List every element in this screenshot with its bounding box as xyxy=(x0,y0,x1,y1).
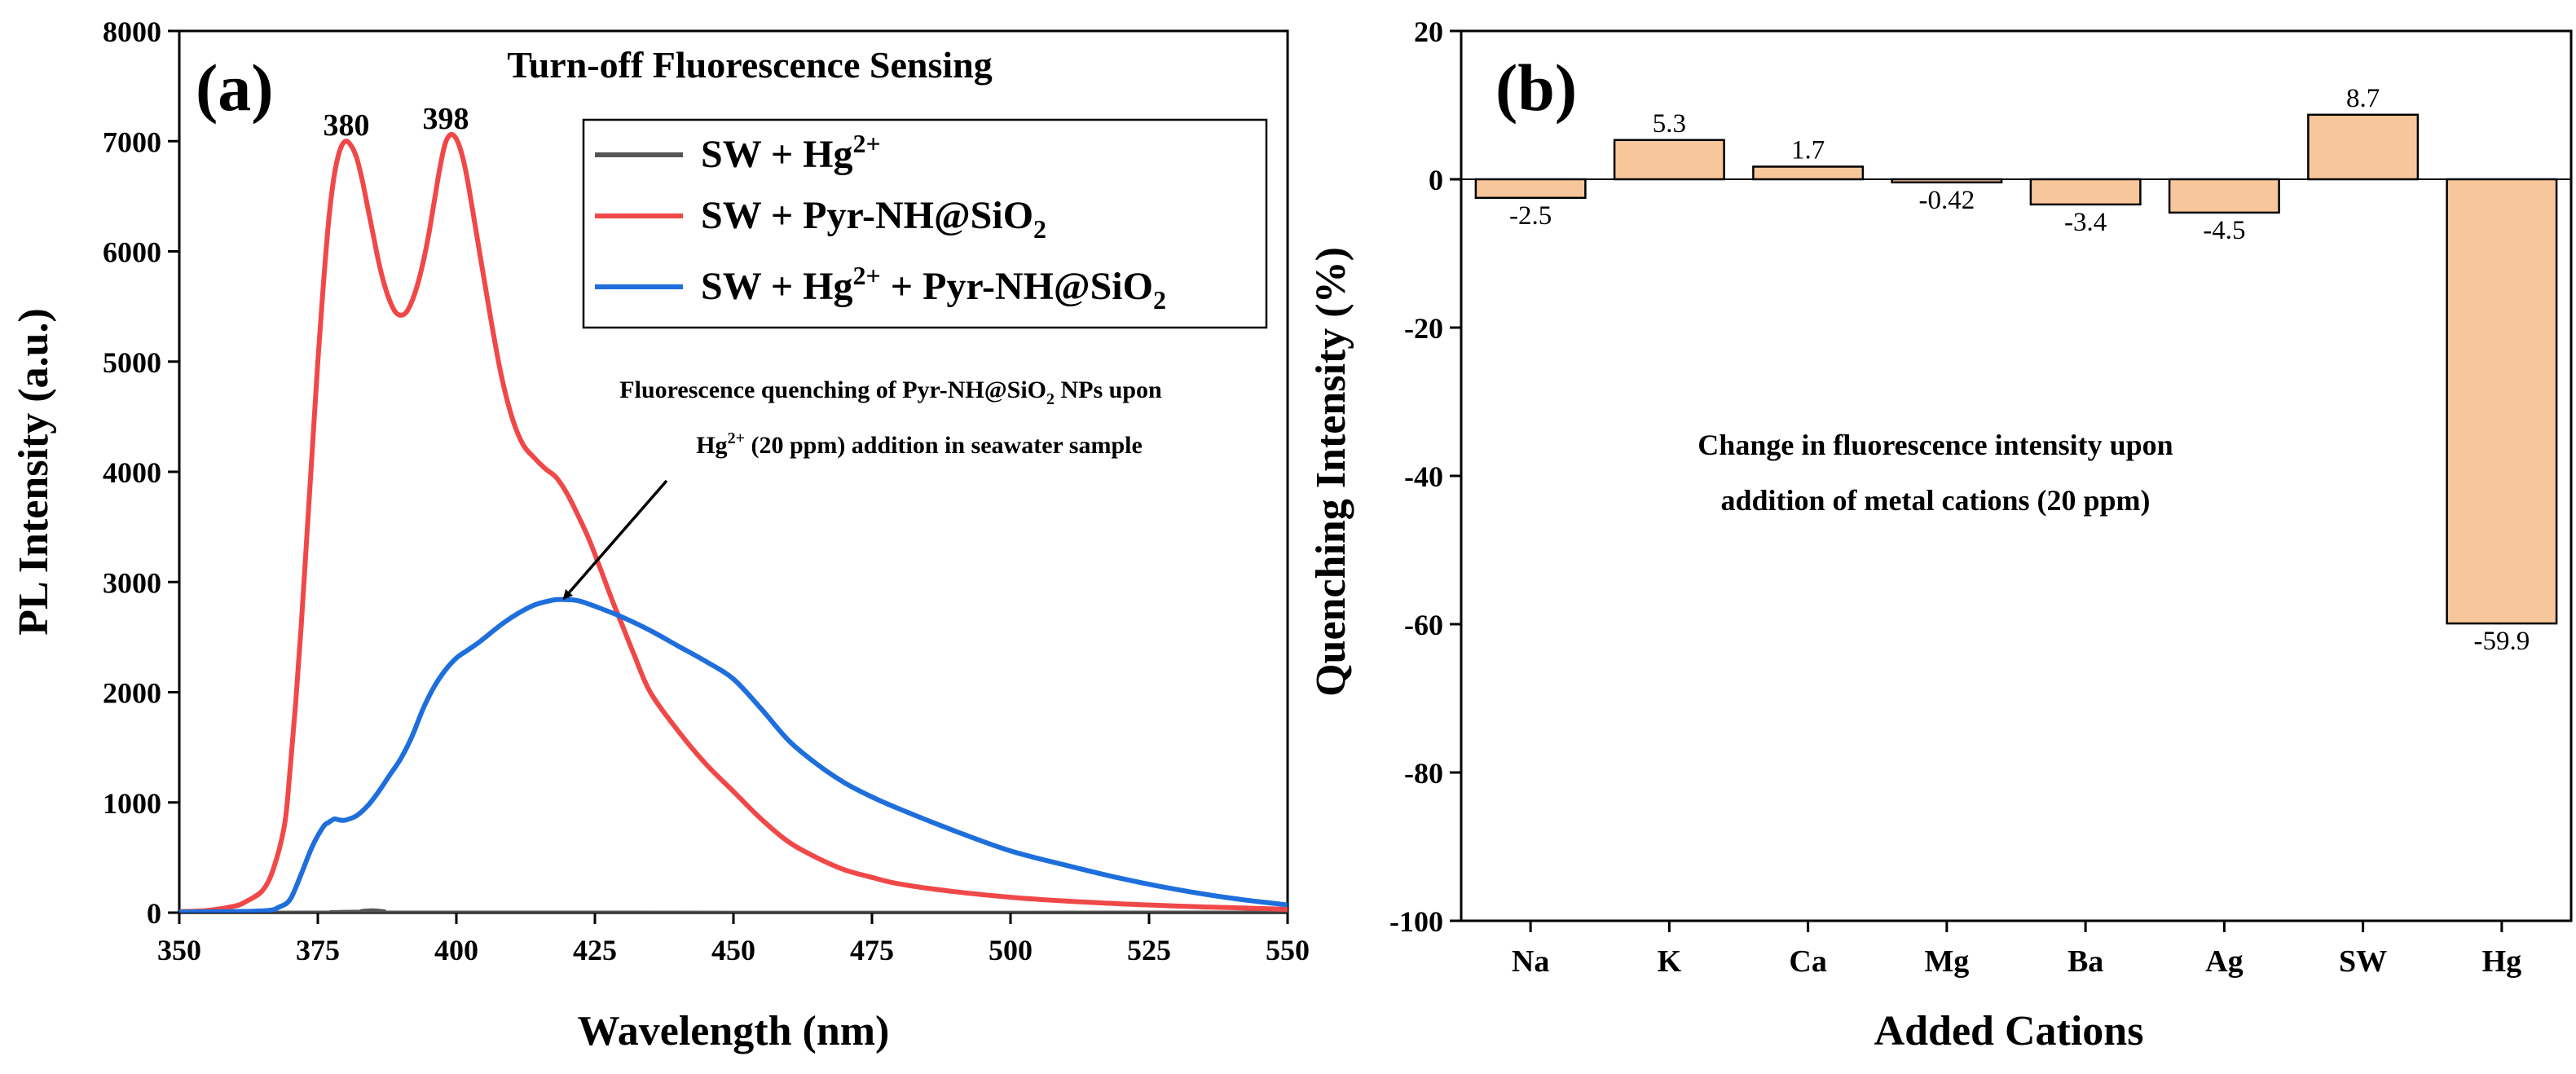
panel-b-annotation-line1: Change in fluorescence intensity upon xyxy=(1698,429,2173,461)
panel-a-line-chart: 0 1000 2000 3000 4000 5000 6000 7000 8000 350 375… xyxy=(11,15,1310,1054)
panel-a-y-tick-label: 8000 xyxy=(103,15,161,48)
panel-a-x-axis-title: Wavelength (nm) xyxy=(578,1008,890,1054)
bar-value-label-hg: -59.9 xyxy=(2474,627,2530,656)
panel-a-x-tick-label: 375 xyxy=(296,934,340,966)
panel-b-annotation-line2: addition of metal cations (20 ppm) xyxy=(1720,484,2150,517)
panel-a-y-tick-label: 7000 xyxy=(103,125,161,158)
category-label-ag: Ag xyxy=(2205,944,2243,979)
bar-ba xyxy=(2029,178,2142,206)
bar-k xyxy=(1613,139,1725,181)
category-label-hg: Hg xyxy=(2482,944,2522,979)
panel-a-x-tick-label: 400 xyxy=(434,934,478,966)
panel-a-x-tick-label: 500 xyxy=(989,934,1033,966)
series-sw-hg-line xyxy=(179,908,1288,913)
legend-entry-sw-pyr: SW + Pyr-NH@SiO2 xyxy=(701,194,1046,244)
legend-entry-sw-hg-pyr: SW + Hg2+ + Pyr-NH@SiO2 xyxy=(701,261,1166,315)
legend-box xyxy=(582,118,1268,329)
bar-value-label-na: -2.5 xyxy=(1509,201,1552,231)
panel-b-bar-chart: -2.5 5.3 1.7 -0.42 -3.4 -4.5 8.7 -59.9 20 0 -20 -4… xyxy=(1308,15,2573,1054)
panel-a-y-tick-label: 6000 xyxy=(103,236,161,269)
series-sw-hg-pyr-line xyxy=(179,596,1288,913)
panel-a-y-tick-label: 2000 xyxy=(103,677,161,710)
panel-a-y-tick-label: 1000 xyxy=(103,787,161,820)
bar-sw xyxy=(2307,113,2420,181)
panel-b-y-tick-label: -60 xyxy=(1404,609,1443,641)
panel-b-x-axis-title: Added Cations xyxy=(1874,1008,2144,1054)
panel-a-y-tick-label: 4000 xyxy=(103,456,161,489)
category-label-k: K xyxy=(1658,944,1682,979)
bar-value-label-ca: 1.7 xyxy=(1791,136,1825,165)
panel-b-y-tick-label: -100 xyxy=(1389,905,1443,938)
bar-ag xyxy=(2168,178,2280,214)
panel-a-x-tick-label: 350 xyxy=(157,934,201,966)
panel-a-x-tick-label: 550 xyxy=(1266,934,1310,966)
panel-a-x-axis: 350 375 400 425 450 475 500 525 550 xyxy=(157,913,1310,966)
panel-a-title: Turn-off Fluorescence Sensing xyxy=(507,44,992,86)
peak-label-380: 380 xyxy=(324,108,370,143)
panel-b-x-axis: Na K Ca Mg Ba Ag SW Hg xyxy=(1512,921,2521,979)
category-label-ba: Ba xyxy=(2067,944,2103,979)
panel-a-y-tick-label: 5000 xyxy=(103,346,161,379)
bar-ca xyxy=(1752,165,1865,181)
panel-a-x-tick-label: 425 xyxy=(573,934,617,966)
category-label-mg: Mg xyxy=(1924,944,1969,979)
category-label-na: Na xyxy=(1512,944,1549,979)
quenching-annotation-arrow xyxy=(562,479,668,601)
panel-b-bars-group: -2.5 5.3 1.7 -0.42 -3.4 -4.5 8.7 -59.9 xyxy=(1474,84,2558,656)
panel-b-label: (b) xyxy=(1495,51,1577,125)
quenching-annotation-line1: Fluorescence quenching of Pyr-NH@SiO2 NP… xyxy=(619,376,1162,408)
panel-a-series-group xyxy=(179,131,1288,913)
bar-value-label-mg: -0.42 xyxy=(1919,186,1975,215)
category-label-sw: SW xyxy=(2339,944,2387,979)
panel-b-y-tick-label: 20 xyxy=(1414,15,1443,48)
panel-b-y-tick-label: -40 xyxy=(1404,460,1443,493)
category-label-ca: Ca xyxy=(1789,944,1826,979)
bar-value-label-k: 5.3 xyxy=(1653,109,1686,139)
panel-b-y-tick-label: -80 xyxy=(1404,757,1443,790)
panel-b-y-axis-title: Quenching Intensity (%) xyxy=(1308,247,1354,697)
bar-hg xyxy=(2446,178,2558,625)
panel-a-x-tick-label: 450 xyxy=(711,934,755,966)
bar-value-label-ba: -3.4 xyxy=(2064,208,2107,237)
legend-entry-sw-hg: SW + Hg2+ xyxy=(701,129,881,176)
panel-a-x-tick-label: 525 xyxy=(1127,934,1171,966)
panel-a-label: (a) xyxy=(196,51,274,125)
panel-a-x-tick-label: 475 xyxy=(850,934,894,966)
bar-na xyxy=(1474,178,1587,200)
panel-a-y-axis: 0 1000 2000 3000 4000 5000 6000 7000 8000 xyxy=(103,15,179,930)
bar-value-label-ag: -4.5 xyxy=(2203,216,2245,245)
panel-b-y-tick-label: 0 xyxy=(1429,164,1443,196)
series-sw-pyr-line xyxy=(179,131,1288,913)
bar-value-label-sw: 8.7 xyxy=(2346,84,2380,113)
quenching-annotation-line2: Hg2+ (20 ppm) addition in seawater sampl… xyxy=(696,429,1143,459)
peak-label-398: 398 xyxy=(423,102,469,136)
panel-a-legend: SW + Hg2+ SW + Pyr-NH@SiO2 SW + Hg2+ + P… xyxy=(582,118,1268,329)
panel-b-y-tick-label: -20 xyxy=(1404,312,1443,345)
panel-a-y-axis-title: PL Intensity (a.u.) xyxy=(11,308,57,636)
panel-a-y-tick-label: 3000 xyxy=(103,566,161,599)
panel-b-y-axis: 20 0 -20 -40 -60 -80 -100 xyxy=(1389,15,1461,938)
panel-a-y-tick-label: 0 xyxy=(147,897,161,930)
